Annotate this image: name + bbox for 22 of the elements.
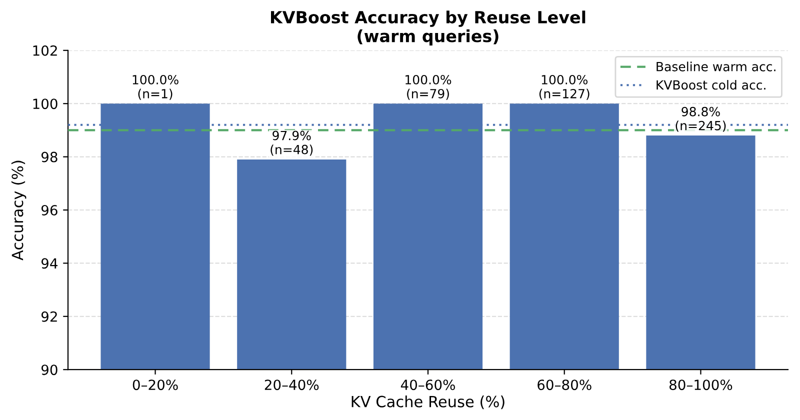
y-tick-label: 94 bbox=[41, 258, 58, 269]
x-tick-label: 80–100% bbox=[670, 380, 732, 390]
y-tick-label: 102 bbox=[33, 45, 57, 56]
x-tick-label: 40–60% bbox=[400, 380, 455, 390]
y-tick-label: 100 bbox=[33, 98, 58, 110]
y-tick-label: 92 bbox=[41, 311, 57, 322]
x-axis-title: KV Cache Reuse (%) bbox=[352, 396, 504, 410]
y-tick-label: 98 bbox=[41, 152, 58, 162]
legend-label: Baseline warm acc. bbox=[656, 62, 776, 72]
data-label: 100.0% (n=79) bbox=[406, 74, 452, 100]
legend-label: KVBoost cold acc. bbox=[656, 80, 766, 90]
y-tick-label: 90 bbox=[41, 364, 58, 376]
x-tick-label: 60–80% bbox=[538, 380, 592, 390]
y-axis-title: Accuracy (%) bbox=[11, 160, 26, 260]
data-label: 98.8% (n=245) bbox=[676, 106, 726, 132]
data-label: 100.0% (n=127) bbox=[539, 74, 590, 100]
data-label: 97.9% (n=48) bbox=[270, 130, 313, 156]
y-tick-label: 96 bbox=[41, 204, 58, 216]
x-tick-label: 20–40% bbox=[264, 380, 319, 390]
x-tick-label: 0–20% bbox=[132, 380, 178, 390]
data-label: 100.0% (n=1) bbox=[132, 74, 178, 100]
chart-title: KVBoost Accuracy by Reuse Level (warm queries) bbox=[270, 10, 586, 46]
